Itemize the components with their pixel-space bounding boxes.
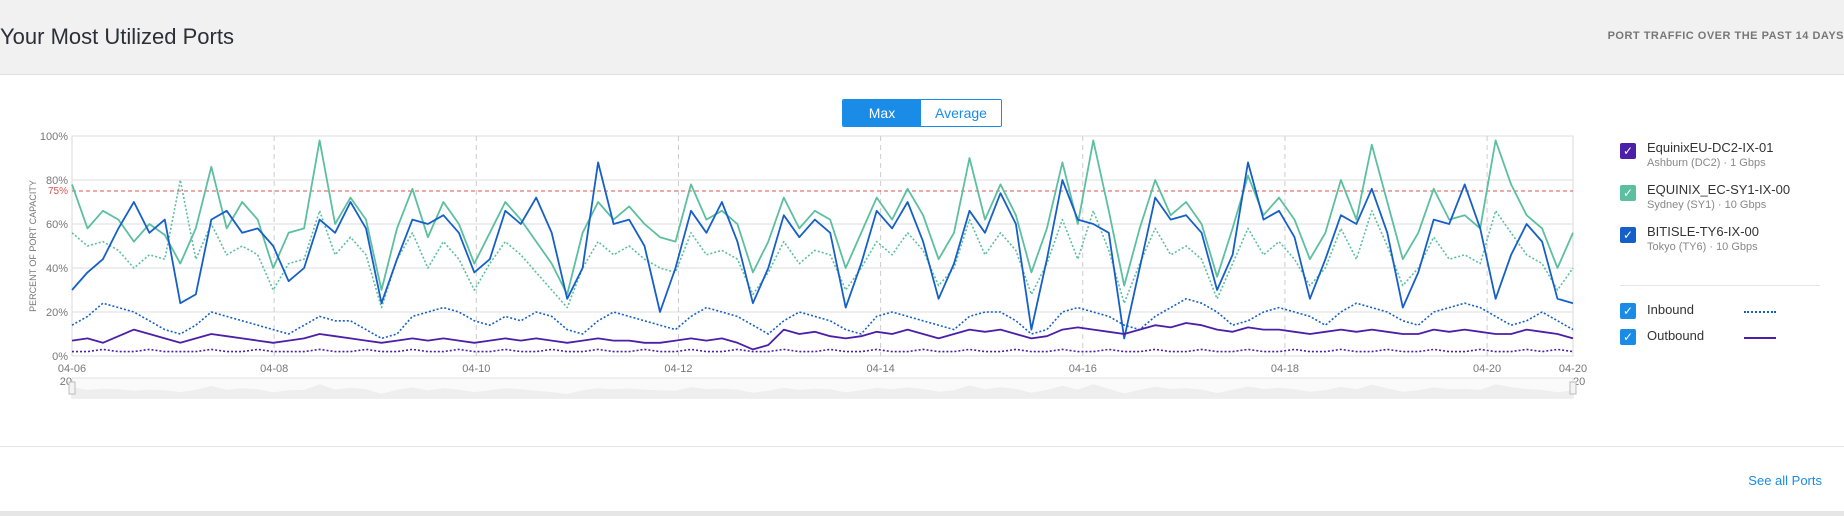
series-line (71, 322, 1574, 351)
y-axis-label: PERCENT OF PORT CAPACITY (28, 180, 38, 312)
page-subtitle: PORT TRAFFIC OVER THE PAST 14 DAYS (1607, 30, 1844, 42)
page-title: Your Most Utilized Ports (0, 24, 234, 49)
average-toggle-button[interactable]: Average (921, 100, 1001, 126)
checkbox-icon[interactable]: ✓ (1620, 185, 1636, 201)
legend-port-name: EquinixEU-DC2-IX-01 (1647, 140, 1774, 155)
y-tick-label: 100% (40, 131, 68, 143)
legend-port-name: EQUINIX_EC-SY1-IX-00 (1647, 182, 1791, 197)
legend-port-detail: Sydney (SY1) · 10 Gbps (1647, 199, 1767, 211)
navigator-area (72, 384, 1573, 398)
plot-frame (71, 135, 1574, 357)
x-tick-date: 04-12 (664, 363, 692, 375)
legend-port-detail: Ashburn (DC2) · 1 Gbps (1647, 157, 1766, 169)
solid-line-icon (1744, 337, 1776, 339)
x-tick-date: 04-18 (1271, 363, 1299, 375)
see-all-ports-link[interactable]: See all Ports (1748, 473, 1822, 488)
navigator-right-handle (1569, 381, 1577, 395)
checkbox-icon[interactable]: ✓ (1620, 303, 1636, 319)
series-line (72, 348, 1574, 353)
checkbox-icon[interactable]: ✓ (1620, 143, 1636, 159)
y-tick-label: 80% (46, 175, 68, 187)
footer-divider (0, 446, 1844, 447)
metric-toggle: Max Average (842, 99, 1002, 127)
max-toggle-button[interactable]: Max (843, 100, 921, 126)
inbound-label: Inbound (1647, 302, 1694, 317)
utilization-chart: 0%20%40%60%80%100%04-06202004-08202004-1… (28, 131, 1587, 399)
legend-port-name: BITISLE-TY6-IX-00 (1647, 224, 1759, 239)
series-line (71, 298, 1574, 340)
y-tick-label: 20% (46, 307, 68, 319)
bottom-border (0, 511, 1844, 516)
x-tick-date: 04-20 (1473, 363, 1501, 375)
legend-divider (1620, 285, 1820, 286)
checkbox-icon[interactable]: ✓ (1620, 329, 1636, 345)
x-tick-date: 04-14 (867, 363, 895, 375)
series-line (71, 161, 1574, 340)
outbound-label: Outbound (1647, 328, 1705, 343)
y-tick-label: 40% (46, 263, 68, 275)
x-tick-date: 04-20 (1559, 363, 1587, 375)
x-tick-date: 04-08 (260, 363, 288, 375)
y-tick-label: 0% (52, 351, 68, 363)
x-tick-date: 04-16 (1069, 363, 1097, 375)
legend-port-detail: Tokyo (TY6) · 10 Gbps (1647, 241, 1758, 253)
x-tick-date: 04-06 (58, 363, 86, 375)
threshold-label: 75% (48, 186, 68, 197)
series-line (71, 179, 1574, 309)
checkbox-icon[interactable]: ✓ (1620, 227, 1636, 243)
dotted-line-icon (1744, 311, 1776, 313)
y-tick-label: 60% (46, 219, 68, 231)
series-line (71, 139, 1574, 296)
navigator-left-handle (68, 381, 76, 395)
x-tick-date: 04-10 (462, 363, 490, 375)
page-header: Your Most Utilized Ports PORT TRAFFIC OV… (0, 0, 1844, 75)
